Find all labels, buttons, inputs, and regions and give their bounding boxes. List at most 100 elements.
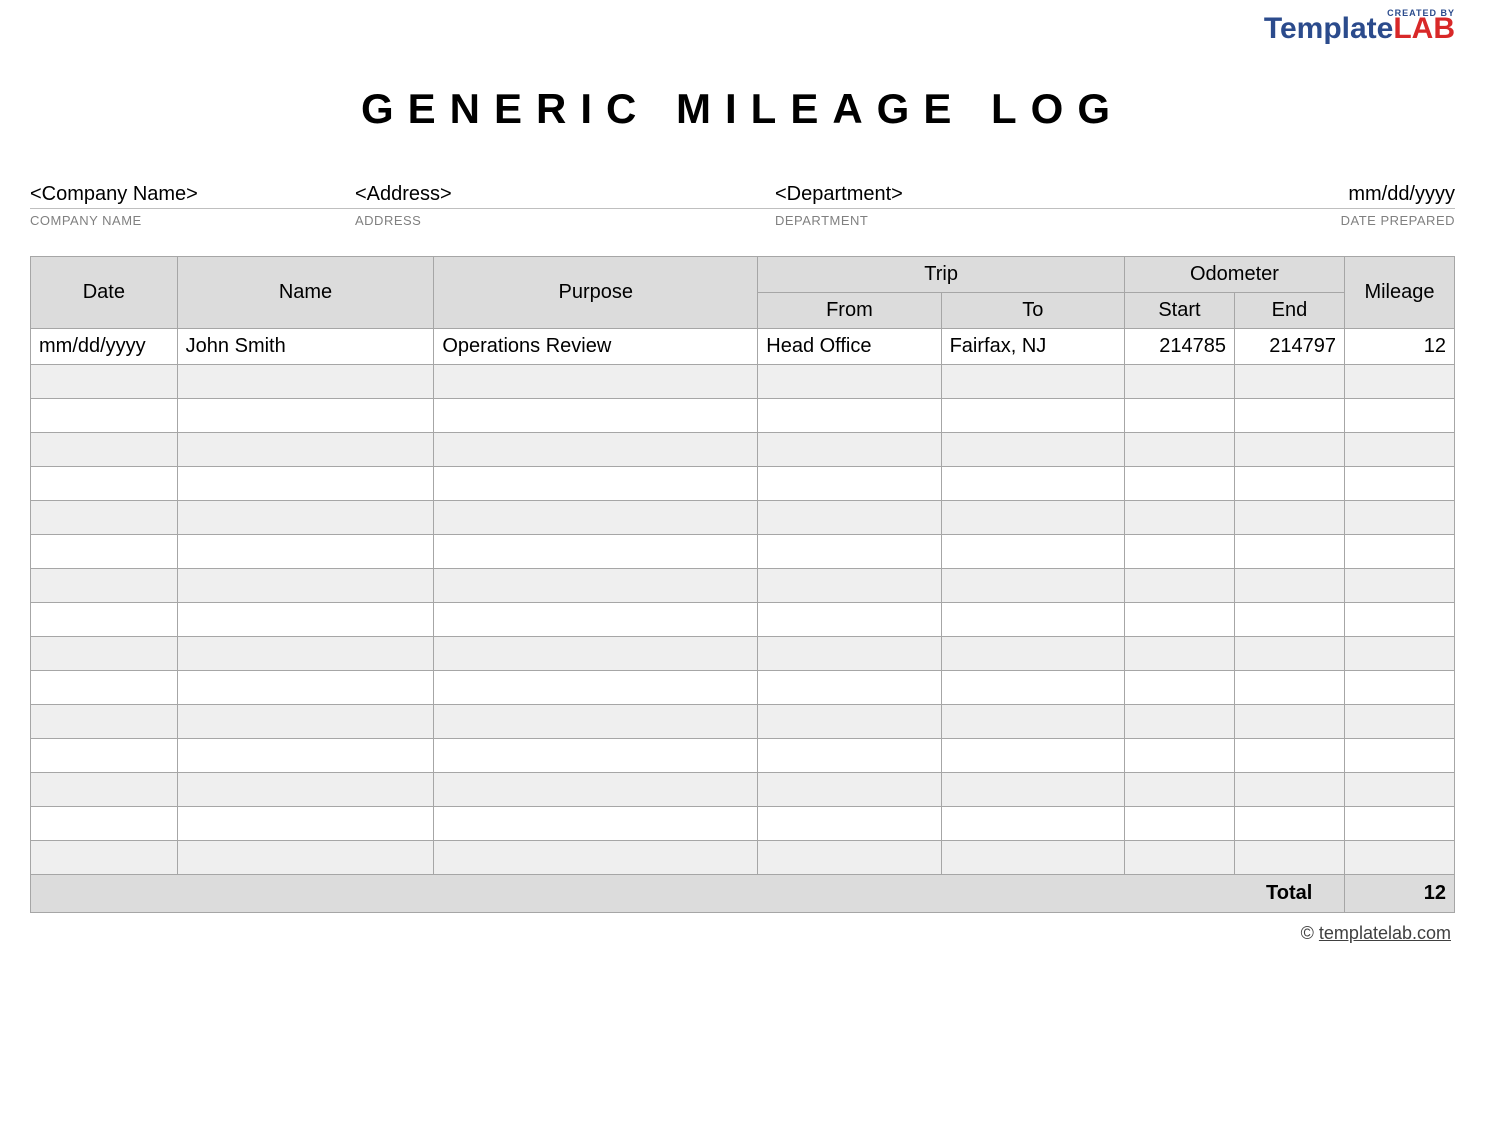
cell-end[interactable] xyxy=(1234,739,1344,773)
cell-name[interactable] xyxy=(177,841,434,875)
cell-date[interactable] xyxy=(31,807,178,841)
cell-date[interactable]: mm/dd/yyyy xyxy=(31,329,178,365)
cell-name[interactable] xyxy=(177,399,434,433)
cell-end[interactable]: 214797 xyxy=(1234,329,1344,365)
cell-purpose[interactable] xyxy=(434,433,758,467)
cell-end[interactable] xyxy=(1234,841,1344,875)
cell-mileage[interactable] xyxy=(1344,807,1454,841)
cell-mileage[interactable]: 12 xyxy=(1344,329,1454,365)
cell-from[interactable] xyxy=(758,637,941,671)
cell-purpose[interactable] xyxy=(434,705,758,739)
cell-start[interactable] xyxy=(1124,365,1234,399)
cell-end[interactable] xyxy=(1234,365,1344,399)
cell-to[interactable] xyxy=(941,705,1124,739)
cell-end[interactable] xyxy=(1234,535,1344,569)
cell-end[interactable] xyxy=(1234,399,1344,433)
cell-purpose[interactable] xyxy=(434,399,758,433)
cell-purpose[interactable] xyxy=(434,739,758,773)
footer-link[interactable]: templatelab.com xyxy=(1319,923,1451,943)
cell-from[interactable] xyxy=(758,433,941,467)
cell-mileage[interactable] xyxy=(1344,365,1454,399)
cell-mileage[interactable] xyxy=(1344,569,1454,603)
cell-mileage[interactable] xyxy=(1344,637,1454,671)
cell-end[interactable] xyxy=(1234,433,1344,467)
cell-to[interactable] xyxy=(941,773,1124,807)
cell-start[interactable] xyxy=(1124,807,1234,841)
cell-purpose[interactable] xyxy=(434,467,758,501)
cell-date[interactable] xyxy=(31,603,178,637)
cell-purpose[interactable]: Operations Review xyxy=(434,329,758,365)
cell-name[interactable] xyxy=(177,739,434,773)
cell-mileage[interactable] xyxy=(1344,433,1454,467)
cell-name[interactable] xyxy=(177,467,434,501)
cell-name[interactable] xyxy=(177,433,434,467)
cell-end[interactable] xyxy=(1234,773,1344,807)
cell-end[interactable] xyxy=(1234,501,1344,535)
cell-name[interactable] xyxy=(177,705,434,739)
cell-start[interactable] xyxy=(1124,671,1234,705)
cell-from[interactable] xyxy=(758,807,941,841)
cell-from[interactable] xyxy=(758,773,941,807)
cell-name[interactable] xyxy=(177,569,434,603)
cell-date[interactable] xyxy=(31,705,178,739)
cell-mileage[interactable] xyxy=(1344,399,1454,433)
cell-mileage[interactable] xyxy=(1344,501,1454,535)
cell-start[interactable] xyxy=(1124,773,1234,807)
cell-from[interactable] xyxy=(758,535,941,569)
cell-date[interactable] xyxy=(31,365,178,399)
cell-mileage[interactable] xyxy=(1344,773,1454,807)
cell-name[interactable] xyxy=(177,501,434,535)
cell-to[interactable] xyxy=(941,433,1124,467)
cell-start[interactable] xyxy=(1124,841,1234,875)
cell-to[interactable] xyxy=(941,467,1124,501)
cell-from[interactable] xyxy=(758,467,941,501)
cell-to[interactable] xyxy=(941,501,1124,535)
cell-purpose[interactable] xyxy=(434,637,758,671)
cell-date[interactable] xyxy=(31,773,178,807)
cell-end[interactable] xyxy=(1234,671,1344,705)
cell-date[interactable] xyxy=(31,433,178,467)
cell-start[interactable] xyxy=(1124,569,1234,603)
cell-purpose[interactable] xyxy=(434,807,758,841)
cell-start[interactable] xyxy=(1124,705,1234,739)
cell-date[interactable] xyxy=(31,739,178,773)
cell-name[interactable] xyxy=(177,807,434,841)
cell-from[interactable] xyxy=(758,841,941,875)
cell-name[interactable] xyxy=(177,773,434,807)
cell-from[interactable] xyxy=(758,603,941,637)
address-value[interactable]: <Address> xyxy=(355,183,775,206)
cell-purpose[interactable] xyxy=(434,535,758,569)
cell-to[interactable]: Fairfax, NJ xyxy=(941,329,1124,365)
cell-start[interactable]: 214785 xyxy=(1124,329,1234,365)
cell-start[interactable] xyxy=(1124,535,1234,569)
cell-name[interactable] xyxy=(177,637,434,671)
cell-start[interactable] xyxy=(1124,501,1234,535)
cell-to[interactable] xyxy=(941,671,1124,705)
cell-from[interactable] xyxy=(758,671,941,705)
cell-from[interactable] xyxy=(758,501,941,535)
cell-to[interactable] xyxy=(941,637,1124,671)
cell-from[interactable] xyxy=(758,365,941,399)
cell-name[interactable] xyxy=(177,365,434,399)
cell-to[interactable] xyxy=(941,739,1124,773)
cell-end[interactable] xyxy=(1234,467,1344,501)
cell-from[interactable]: Head Office xyxy=(758,329,941,365)
cell-mileage[interactable] xyxy=(1344,739,1454,773)
cell-date[interactable] xyxy=(31,501,178,535)
cell-end[interactable] xyxy=(1234,705,1344,739)
cell-date[interactable] xyxy=(31,535,178,569)
cell-from[interactable] xyxy=(758,705,941,739)
cell-mileage[interactable] xyxy=(1344,467,1454,501)
cell-purpose[interactable] xyxy=(434,603,758,637)
cell-to[interactable] xyxy=(941,841,1124,875)
cell-date[interactable] xyxy=(31,637,178,671)
cell-end[interactable] xyxy=(1234,807,1344,841)
cell-end[interactable] xyxy=(1234,569,1344,603)
cell-mileage[interactable] xyxy=(1344,535,1454,569)
cell-mileage[interactable] xyxy=(1344,603,1454,637)
cell-purpose[interactable] xyxy=(434,365,758,399)
cell-name[interactable] xyxy=(177,535,434,569)
cell-name[interactable] xyxy=(177,671,434,705)
cell-date[interactable] xyxy=(31,841,178,875)
cell-purpose[interactable] xyxy=(434,501,758,535)
